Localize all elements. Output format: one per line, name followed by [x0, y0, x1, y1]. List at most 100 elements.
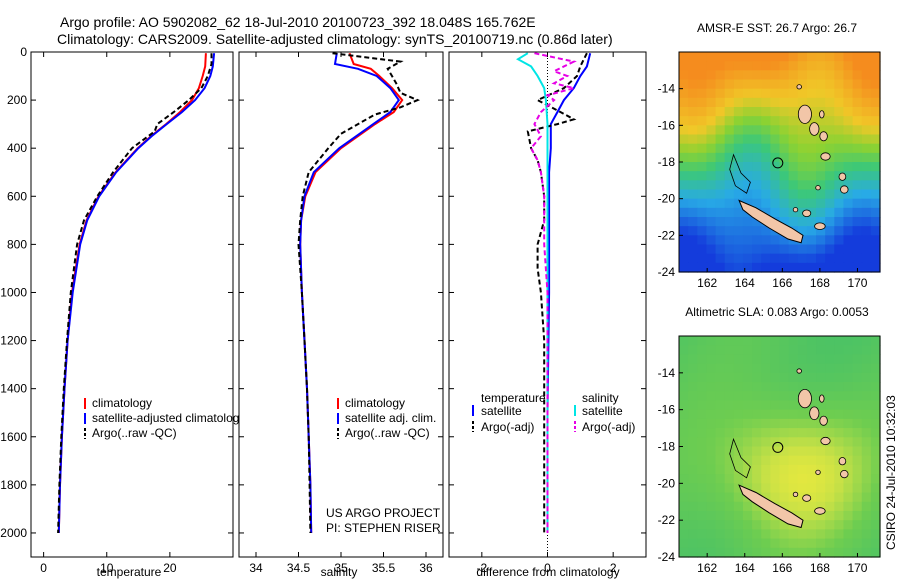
map-cell: [742, 198, 753, 209]
map-cell: [797, 437, 808, 448]
map-cell: [752, 262, 762, 273]
map-cell: [770, 529, 781, 540]
map-cell: [742, 180, 753, 191]
map-cell: [770, 152, 781, 163]
y-tick-label: 1000: [0, 285, 27, 299]
map-cell: [688, 79, 698, 90]
map-cell: [779, 501, 790, 512]
map-cell: [706, 88, 717, 99]
map-cell: [797, 134, 808, 145]
map-cell: [843, 217, 854, 227]
map-x-tick-label: 166: [772, 276, 792, 290]
map-cell: [852, 235, 863, 246]
map-cell: [706, 464, 717, 475]
y-tick-label: 1200: [0, 334, 27, 348]
map-cell: [797, 88, 808, 99]
map-cell: [779, 61, 790, 71]
map-cell: [770, 235, 781, 246]
map-cell: [679, 52, 689, 62]
map-cell: [816, 189, 826, 200]
map-cell: [779, 428, 790, 438]
map-cell: [724, 61, 735, 71]
map-cell: [843, 345, 854, 356]
map-cell: [797, 125, 808, 136]
map-cell: [697, 52, 708, 62]
map-cell: [724, 520, 735, 530]
map-cell: [752, 152, 762, 163]
map-cell: [861, 382, 872, 392]
map-cell: [852, 88, 863, 99]
map-cell: [752, 134, 762, 145]
legend-label-satellite: satellite-adjusted climatology: [92, 411, 245, 425]
map-cell: [843, 134, 854, 145]
map-cell: [706, 474, 717, 484]
map-cell: [825, 391, 835, 402]
map-cell: [861, 107, 872, 117]
map-cell: [706, 134, 717, 145]
map-cell: [843, 143, 854, 154]
map-cell: [724, 391, 735, 402]
map-y-tick-label: -22: [658, 228, 676, 242]
map-cell: [752, 510, 762, 521]
map-cell: [843, 262, 854, 273]
map-cell: [779, 538, 790, 549]
map-cell: [825, 501, 835, 512]
map-cell: [706, 372, 717, 383]
map-cell: [852, 171, 863, 181]
map-y-tick-label: -18: [658, 440, 676, 454]
island: [820, 436, 831, 446]
map-cell: [788, 492, 799, 503]
map-cell: [825, 235, 835, 246]
map-cell: [806, 171, 817, 181]
map-cell: [715, 217, 726, 227]
map-cell: [870, 372, 881, 383]
map-cell: [715, 382, 726, 392]
island: [840, 469, 849, 479]
map-cell: [797, 217, 808, 227]
map-cell: [806, 244, 817, 255]
map-cell: [679, 162, 689, 172]
map-cell: [816, 226, 826, 236]
map-cell: [752, 171, 762, 181]
map-cell: [742, 97, 753, 108]
map-cell: [825, 510, 835, 521]
map-cell: [761, 97, 771, 108]
map-cell: [706, 226, 717, 236]
map-cell: [761, 547, 771, 558]
map-cell: [688, 253, 698, 264]
map-cell: [761, 116, 771, 126]
map-cell: [733, 79, 744, 90]
legend-label-argo: Argo(..raw -QC): [92, 426, 177, 440]
new-caledonia-island: [738, 484, 804, 529]
map-cell: [825, 88, 835, 99]
map-cell: [761, 400, 771, 411]
map-cell: [779, 198, 790, 209]
map-cell: [715, 253, 726, 264]
map-cell: [742, 217, 753, 227]
map-cell: [724, 538, 735, 549]
map-cell: [779, 354, 790, 365]
map-cell: [752, 97, 762, 108]
map-cell: [706, 520, 717, 530]
map-cell: [843, 70, 854, 81]
map-cell: [806, 134, 817, 145]
map-cell: [852, 547, 863, 558]
map-cell: [715, 171, 726, 181]
map-cell: [861, 116, 872, 126]
map-cell: [797, 510, 808, 521]
map-cell: [742, 428, 753, 438]
map-cell: [688, 363, 698, 374]
map-cell: [779, 529, 790, 540]
map-cell: [706, 455, 717, 466]
map-cell: [706, 363, 717, 374]
sst-map: 162 164 166 168 170 -14 -16 -18 -20 -22 -24: [658, 51, 881, 290]
map-cell: [742, 189, 753, 200]
map-cell: [706, 409, 717, 420]
map-cell: [770, 363, 781, 374]
map-cell: [697, 253, 708, 264]
map-cell: [706, 52, 717, 62]
map-cell: [843, 180, 854, 191]
map-cell: [825, 418, 835, 429]
map-cell: [724, 354, 735, 365]
map-cell: [688, 134, 698, 145]
